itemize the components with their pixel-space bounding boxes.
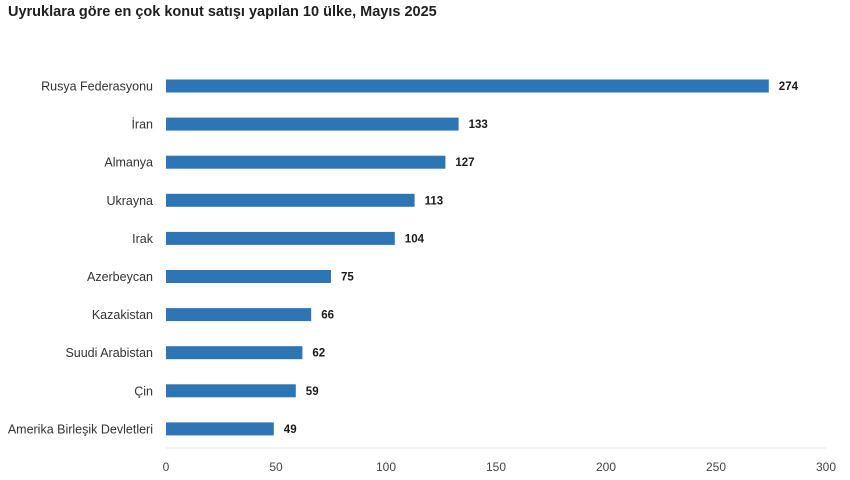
category-label: Çin (134, 384, 153, 398)
bar (166, 384, 296, 398)
bar (166, 422, 274, 436)
category-label: Suudi Arabistan (65, 346, 153, 360)
value-labels: 274 133 127 113 104 75 66 62 59 49 (284, 81, 799, 436)
bar (166, 79, 769, 93)
category-label: Ukrayna (106, 194, 153, 208)
value-label: 49 (284, 424, 297, 436)
value-label: 62 (312, 348, 325, 360)
category-label: Irak (132, 232, 154, 246)
bar (166, 270, 331, 283)
bar (166, 308, 312, 322)
value-label: 59 (306, 386, 319, 398)
x-tick-label: 250 (706, 460, 726, 474)
bar (166, 155, 446, 169)
bar (166, 346, 303, 360)
category-label: Kazakistan (92, 308, 153, 322)
x-tick-label: 0 (163, 460, 170, 474)
x-tick-labels: 0 50 100 150 200 250 300 (163, 460, 837, 474)
x-tick-label: 100 (376, 460, 396, 474)
value-label: 104 (405, 233, 425, 245)
x-tick-label: 200 (596, 460, 616, 474)
bar (166, 117, 459, 131)
bars (166, 79, 769, 436)
value-label: 113 (425, 195, 444, 207)
x-tick-label: 300 (816, 460, 836, 474)
x-tick-label: 50 (269, 460, 283, 474)
category-label: Azerbeycan (87, 270, 153, 284)
value-label: 127 (455, 157, 474, 169)
category-label: Rusya Federasyonu (41, 80, 153, 94)
x-tick-label: 150 (486, 460, 506, 474)
category-label: İran (131, 118, 153, 132)
value-label: 274 (779, 81, 799, 93)
bar (166, 231, 395, 245)
category-labels: Rusya Federasyonu İran Almanya Ukrayna Irak A… (8, 80, 154, 437)
bar (166, 193, 415, 207)
value-label: 133 (469, 119, 488, 131)
category-label: Almanya (104, 156, 153, 170)
value-label: 75 (341, 272, 354, 284)
chart-title: Uyruklara göre en çok konut satışı yapıl… (8, 4, 437, 20)
category-label: Amerika Birleşik Devletleri (8, 422, 153, 436)
value-label: 66 (321, 310, 334, 322)
